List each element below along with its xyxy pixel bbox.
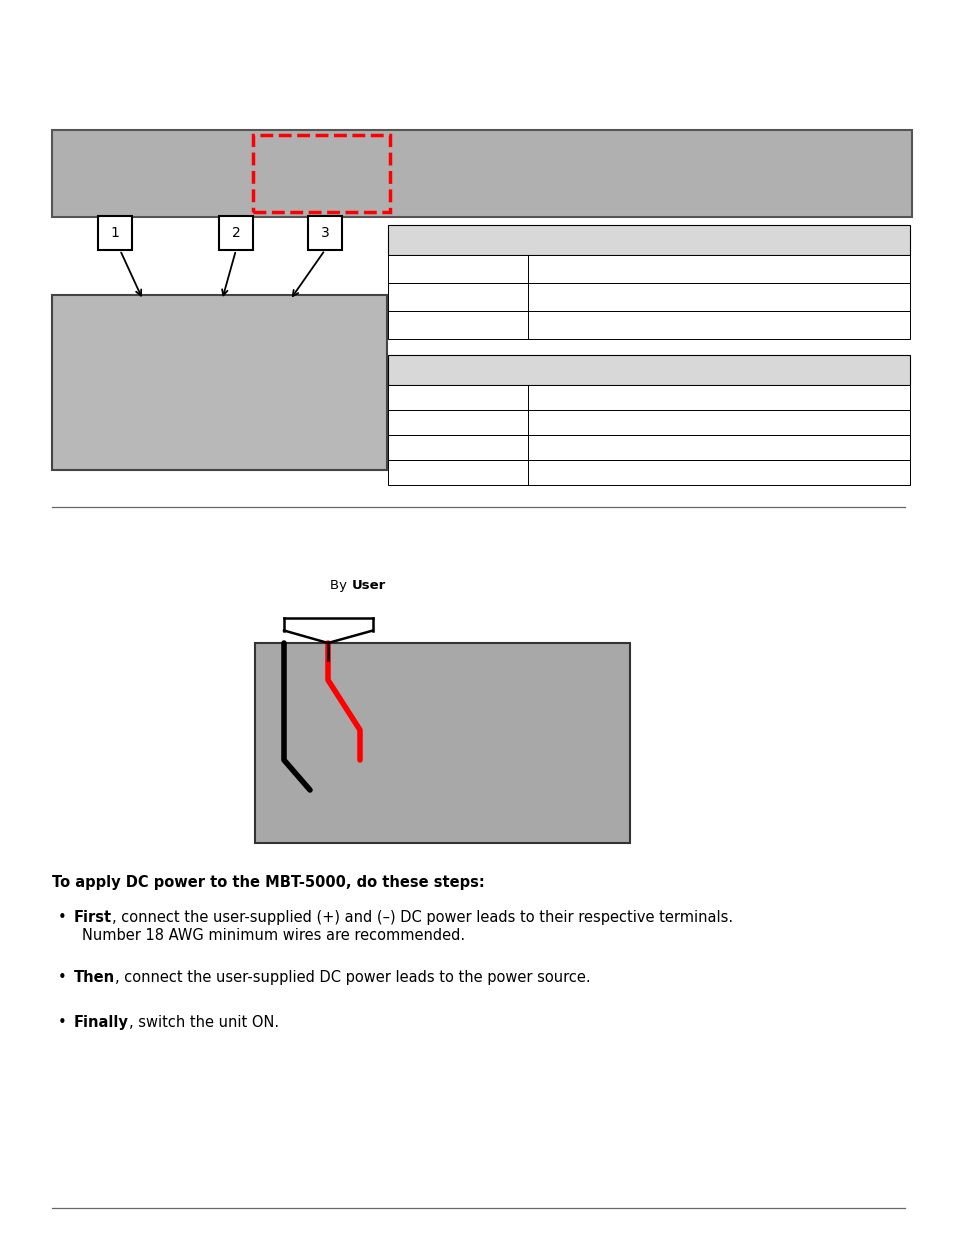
Text: Then: Then [74,969,115,986]
Bar [308,216,341,249]
Text: •: • [57,969,67,986]
Bar [254,643,629,844]
Text: , connect the user-supplied DC power leads to the power source.: , connect the user-supplied DC power lea… [115,969,590,986]
Bar [388,435,909,459]
Text: 3: 3 [320,226,329,240]
Text: User: User [352,579,386,592]
Bar [388,225,909,254]
Text: By: By [330,579,351,592]
Text: , connect the user-supplied (+) and (–) DC power leads to their respective termi: , connect the user-supplied (+) and (–) … [112,910,733,925]
Text: 1: 1 [111,226,119,240]
Text: To apply DC power to the MBT-5000, do these steps:: To apply DC power to the MBT-5000, do th… [52,876,484,890]
Bar [388,459,909,485]
Text: •: • [57,1015,67,1030]
Bar [388,283,909,311]
Bar [219,216,253,249]
Text: Number 18 AWG minimum wires are recommended.: Number 18 AWG minimum wires are recommen… [82,927,465,944]
Bar [52,295,387,471]
Bar [388,254,909,283]
Bar [253,135,390,212]
Text: 2: 2 [232,226,240,240]
Text: Finally: Finally [74,1015,129,1030]
Text: , switch the unit ON.: , switch the unit ON. [129,1015,278,1030]
Bar [388,385,909,410]
Bar [388,311,909,338]
Bar [52,130,911,217]
Bar [388,354,909,385]
Text: First: First [74,910,112,925]
Text: •: • [57,910,67,925]
Bar [98,216,132,249]
Bar [388,410,909,435]
